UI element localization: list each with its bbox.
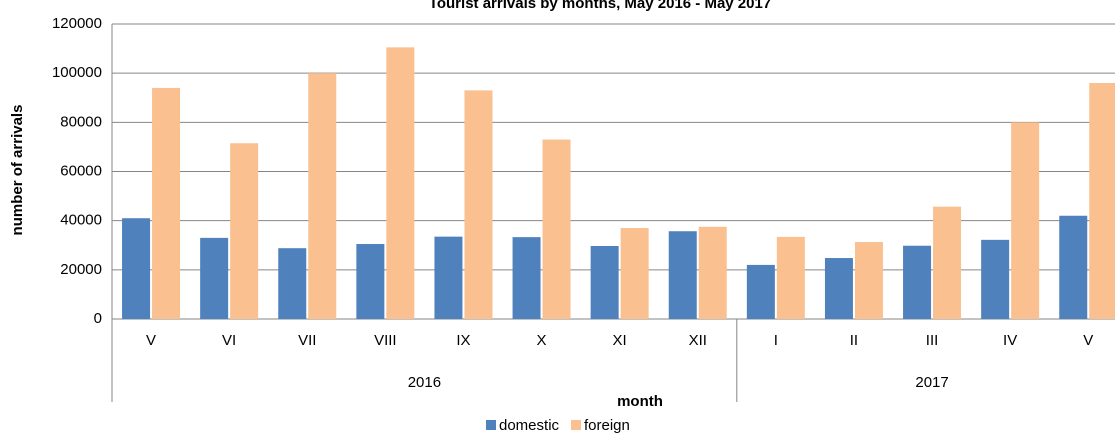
- y-tick-label: 120000: [52, 15, 102, 32]
- x-tick-label: V: [146, 332, 156, 349]
- bar: [386, 47, 415, 320]
- bar: [620, 228, 649, 319]
- bar: [668, 231, 697, 319]
- bar: [512, 237, 541, 319]
- y-tick-label: 0: [94, 310, 102, 327]
- bar: [434, 236, 463, 319]
- x-tick-label: IX: [456, 332, 470, 349]
- y-tick-label: 80000: [60, 113, 102, 130]
- x-tick-label: VII: [298, 332, 316, 349]
- bar: [230, 143, 259, 319]
- x-tick-label: X: [537, 332, 547, 349]
- x-tick-label: II: [850, 332, 858, 349]
- bar: [278, 248, 307, 319]
- y-tick-label: 60000: [60, 162, 102, 179]
- legend-swatch: [571, 420, 581, 430]
- bar: [590, 245, 619, 319]
- bar: [903, 245, 932, 319]
- bar: [698, 226, 727, 319]
- x-axis-label: month: [617, 393, 663, 410]
- y-tick-label: 20000: [60, 261, 102, 278]
- y-tick-label: 40000: [60, 212, 102, 229]
- bar: [776, 236, 805, 319]
- bar: [464, 90, 493, 319]
- chart-title: Tourist arrivals by months, May 2016 - M…: [429, 0, 771, 12]
- legend-swatch: [486, 420, 496, 430]
- bar: [122, 218, 151, 319]
- x-tick-label: VI: [222, 332, 236, 349]
- bar: [1089, 83, 1115, 319]
- legend-label: foreign: [584, 417, 630, 434]
- x-tick-label: XII: [689, 332, 707, 349]
- group-label: 2017: [915, 374, 948, 391]
- bar: [308, 73, 337, 320]
- bar: [1011, 122, 1040, 319]
- bar: [854, 242, 883, 319]
- bar: [200, 237, 229, 319]
- y-tick-label: 100000: [52, 64, 102, 81]
- legend-label: domestic: [499, 417, 560, 434]
- bar: [981, 239, 1010, 319]
- bar: [1059, 215, 1088, 319]
- bar: [152, 87, 181, 320]
- bar: [933, 206, 962, 319]
- x-tick-label: III: [926, 332, 939, 349]
- x-tick-label: V: [1083, 332, 1093, 349]
- bar: [542, 139, 571, 319]
- y-axis-label: number of arrivals: [9, 105, 26, 236]
- bar: [824, 258, 853, 319]
- x-tick-label: IV: [1003, 332, 1017, 349]
- x-tick-label: I: [774, 332, 778, 349]
- group-label: 2016: [408, 374, 441, 391]
- bar: [356, 244, 385, 319]
- x-tick-label: VIII: [374, 332, 397, 349]
- bar: [746, 264, 775, 319]
- x-tick-label: XI: [613, 332, 627, 349]
